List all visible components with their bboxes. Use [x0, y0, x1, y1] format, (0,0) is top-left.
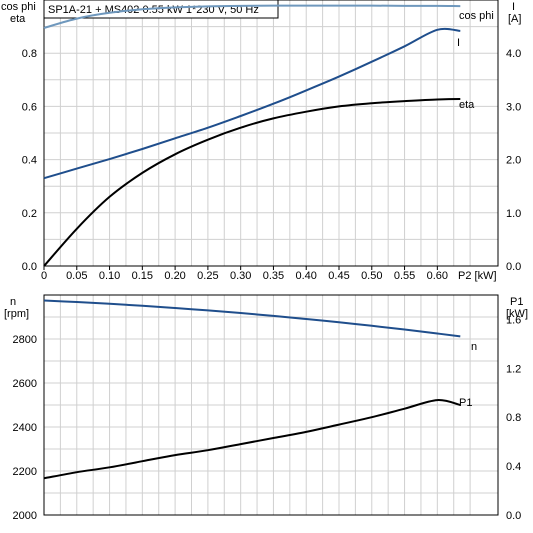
- top-left-y-tick-label: 0.0: [22, 261, 37, 273]
- top-series-cos-phi: [43, 4, 461, 29]
- top-right-axis-label-1: I: [512, 1, 515, 13]
- top-chart-frame: [43, 0, 499, 267]
- series-label-cos-phi: cos phi: [459, 10, 494, 22]
- top-left-axis-label-1: cos phi: [1, 1, 36, 13]
- top-right-y-tick-label: 4.0: [506, 48, 521, 60]
- bottom-right-y-tick-label: 0.4: [506, 461, 521, 473]
- x-tick-label: 0.45: [328, 270, 349, 282]
- bottom-series-p1: [43, 399, 461, 480]
- bottom-left-axis-label-1: n: [10, 296, 16, 308]
- top-right-y-tick-label: 1.0: [506, 208, 521, 220]
- series-label-n: n: [471, 341, 477, 353]
- x-tick-label: 0: [41, 270, 47, 282]
- bottom-right-y-tick-label: 0.8: [506, 412, 521, 424]
- top-left-y-tick-label: 0.2: [22, 208, 37, 220]
- top-left-axis-label-2: eta: [10, 13, 26, 25]
- x-tick-label: 0.60: [427, 270, 448, 282]
- bottom-left-y-tick-label: 2400: [13, 422, 37, 434]
- bottom-chart-ticks: 2000 2200 2400 2600 2800 0.0 0.4 0.8 1.2 1.6: [13, 314, 522, 522]
- x-tick-label: 0.10: [99, 270, 120, 282]
- top-right-axis-label-2: [A]: [508, 13, 521, 25]
- x-tick-label: 0.25: [197, 270, 218, 282]
- bottom-chart-grid: [44, 295, 498, 515]
- top-left-y-tick-label: 0.4: [22, 155, 37, 167]
- bottom-right-y-tick-label: 0.0: [506, 510, 521, 522]
- x-tick-label: 0.40: [296, 270, 317, 282]
- top-right-y-tick-label: 2.0: [506, 155, 521, 167]
- top-chart-ticks: 0 0.05 0.10 0.15 0.20 0.25 0.30 0.35 0.40 0.45 0.5…: [22, 48, 522, 282]
- x-tick-label: 0.05: [66, 270, 87, 282]
- x-tick-label: 0.30: [230, 270, 251, 282]
- series-label-i: I: [457, 37, 460, 49]
- bottom-right-axis-label-1: P1: [510, 296, 523, 308]
- bottom-series-n: [43, 299, 461, 338]
- top-left-y-tick-label: 0.6: [22, 101, 37, 113]
- top-series-i: [43, 27, 461, 180]
- bottom-left-y-tick-label: 2200: [13, 466, 37, 478]
- series-label-p1: P1: [459, 397, 472, 409]
- bottom-right-y-tick-label: 1.2: [506, 363, 521, 375]
- bottom-chart-series: n P1: [43, 299, 477, 480]
- top-chart-grid: [44, 0, 498, 266]
- x-axis-label: P2 [kW]: [458, 270, 497, 282]
- top-right-y-tick-label: 3.0: [506, 101, 521, 113]
- top-series-eta: [43, 98, 461, 267]
- top-right-y-tick-label: 0.0: [506, 261, 521, 273]
- bottom-left-y-tick-label: 2800: [13, 334, 37, 346]
- bottom-left-axis-label-2: [rpm]: [4, 308, 29, 320]
- bottom-right-axis-label-2: [kW]: [506, 308, 528, 320]
- series-label-eta: eta: [459, 99, 475, 111]
- top-left-y-tick-label: 0.8: [22, 48, 37, 60]
- bottom-left-y-tick-label: 2600: [13, 378, 37, 390]
- bottom-chart-frame: [43, 294, 499, 516]
- x-tick-label: 0.55: [394, 270, 415, 282]
- x-tick-label: 0.20: [164, 270, 185, 282]
- x-tick-label: 0.15: [132, 270, 153, 282]
- x-tick-label: 0.35: [263, 270, 284, 282]
- bottom-right-y-tick-label: 1.6: [506, 314, 521, 326]
- x-tick-label: 0.50: [361, 270, 382, 282]
- bottom-left-y-tick-label: 2000: [13, 510, 37, 522]
